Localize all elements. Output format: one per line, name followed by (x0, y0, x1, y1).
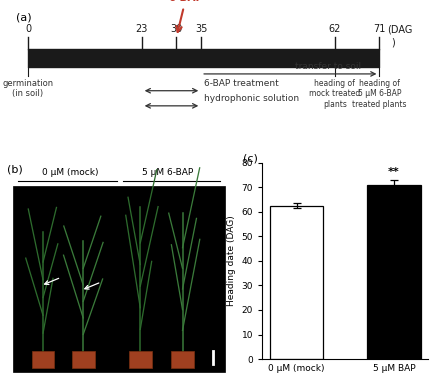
Text: 71: 71 (373, 25, 385, 34)
Text: ): ) (392, 37, 395, 47)
Text: transfer to soil: transfer to soil (295, 62, 361, 71)
Bar (14, 186, 225, 372)
Text: 5 μM 6-BAP: 5 μM 6-BAP (142, 168, 193, 177)
Text: 6-BAP: 6-BAP (169, 0, 204, 3)
Text: 0: 0 (25, 25, 31, 34)
Bar (32, 351, 55, 368)
Text: heading of
5 μM 6-BAP
treated plants: heading of 5 μM 6-BAP treated plants (352, 79, 406, 109)
Text: hydrophonic solution: hydrophonic solution (204, 94, 299, 103)
Text: **: ** (388, 167, 400, 177)
Text: (c): (c) (243, 153, 257, 163)
Text: 6-BAP treatment: 6-BAP treatment (204, 79, 278, 88)
Y-axis label: Heading date (DAG): Heading date (DAG) (227, 215, 236, 306)
Text: (b): (b) (7, 165, 22, 175)
Bar (367, 184, 421, 359)
Text: 0 μM (mock): 0 μM (mock) (42, 168, 99, 177)
Bar (270, 206, 323, 359)
Bar (129, 351, 152, 368)
Text: (DAG: (DAG (387, 25, 412, 34)
Text: germination
(in soil): germination (in soil) (2, 79, 53, 98)
Bar (72, 351, 94, 368)
Bar (171, 351, 194, 368)
Text: (a): (a) (16, 12, 31, 23)
Text: heading of
mock treated
plants: heading of mock treated plants (309, 79, 361, 109)
Text: 30: 30 (170, 25, 183, 34)
Text: 35: 35 (195, 25, 208, 34)
Text: 62: 62 (329, 25, 341, 34)
Text: 23: 23 (135, 25, 148, 34)
